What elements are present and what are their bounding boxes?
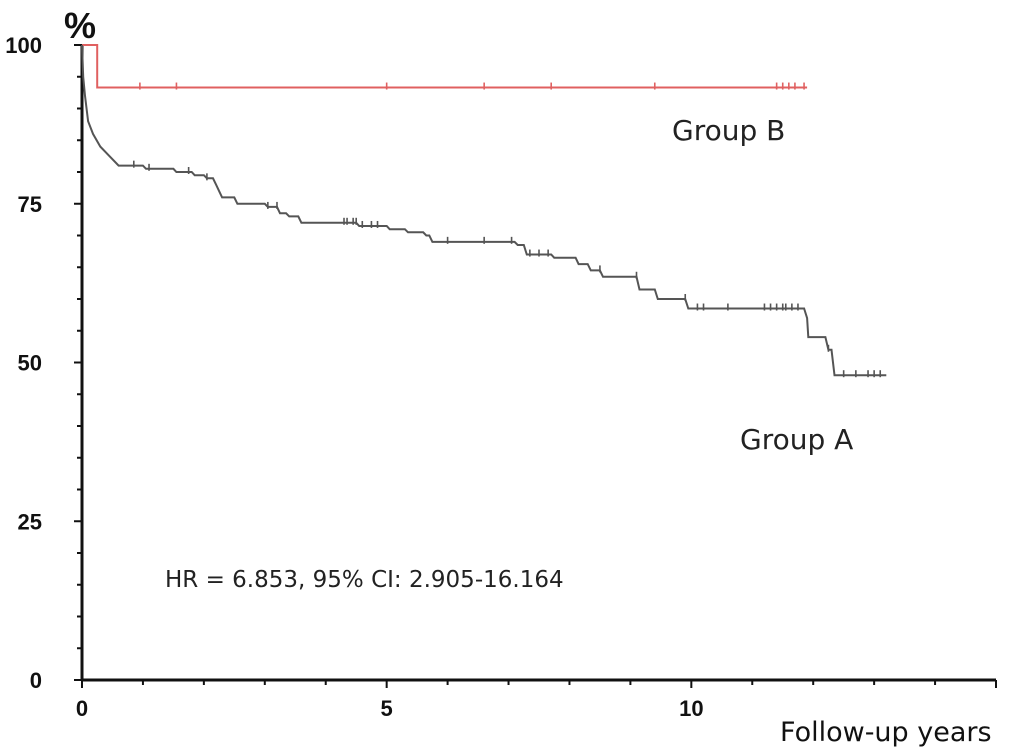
y-unit-label: % — [64, 5, 96, 46]
survival-curve-group-a — [81, 44, 887, 377]
x-tick-label: 0 — [76, 696, 88, 721]
y-tick-label: 100 — [5, 33, 42, 58]
x-tick-label: 5 — [381, 696, 393, 721]
y-tick-label: 50 — [18, 351, 42, 376]
hazard-ratio-annotation: HR = 6.853, 95% CI: 2.905-16.164 — [165, 567, 564, 593]
x-axis-title: Follow-up years — [780, 717, 992, 748]
y-tick-label: 25 — [18, 509, 42, 534]
series-label-group-a: Group A — [740, 423, 853, 456]
y-tick-label: 75 — [18, 192, 42, 217]
y-tick-label: 0 — [30, 668, 42, 693]
series-label-group-b: Group B — [672, 114, 785, 147]
x-tick-label: 10 — [679, 696, 703, 721]
axes: 0 25 50 75 100 0 5 10 — [5, 33, 997, 721]
survival-curve-group-b — [82, 44, 808, 89]
curves — [81, 44, 887, 378]
